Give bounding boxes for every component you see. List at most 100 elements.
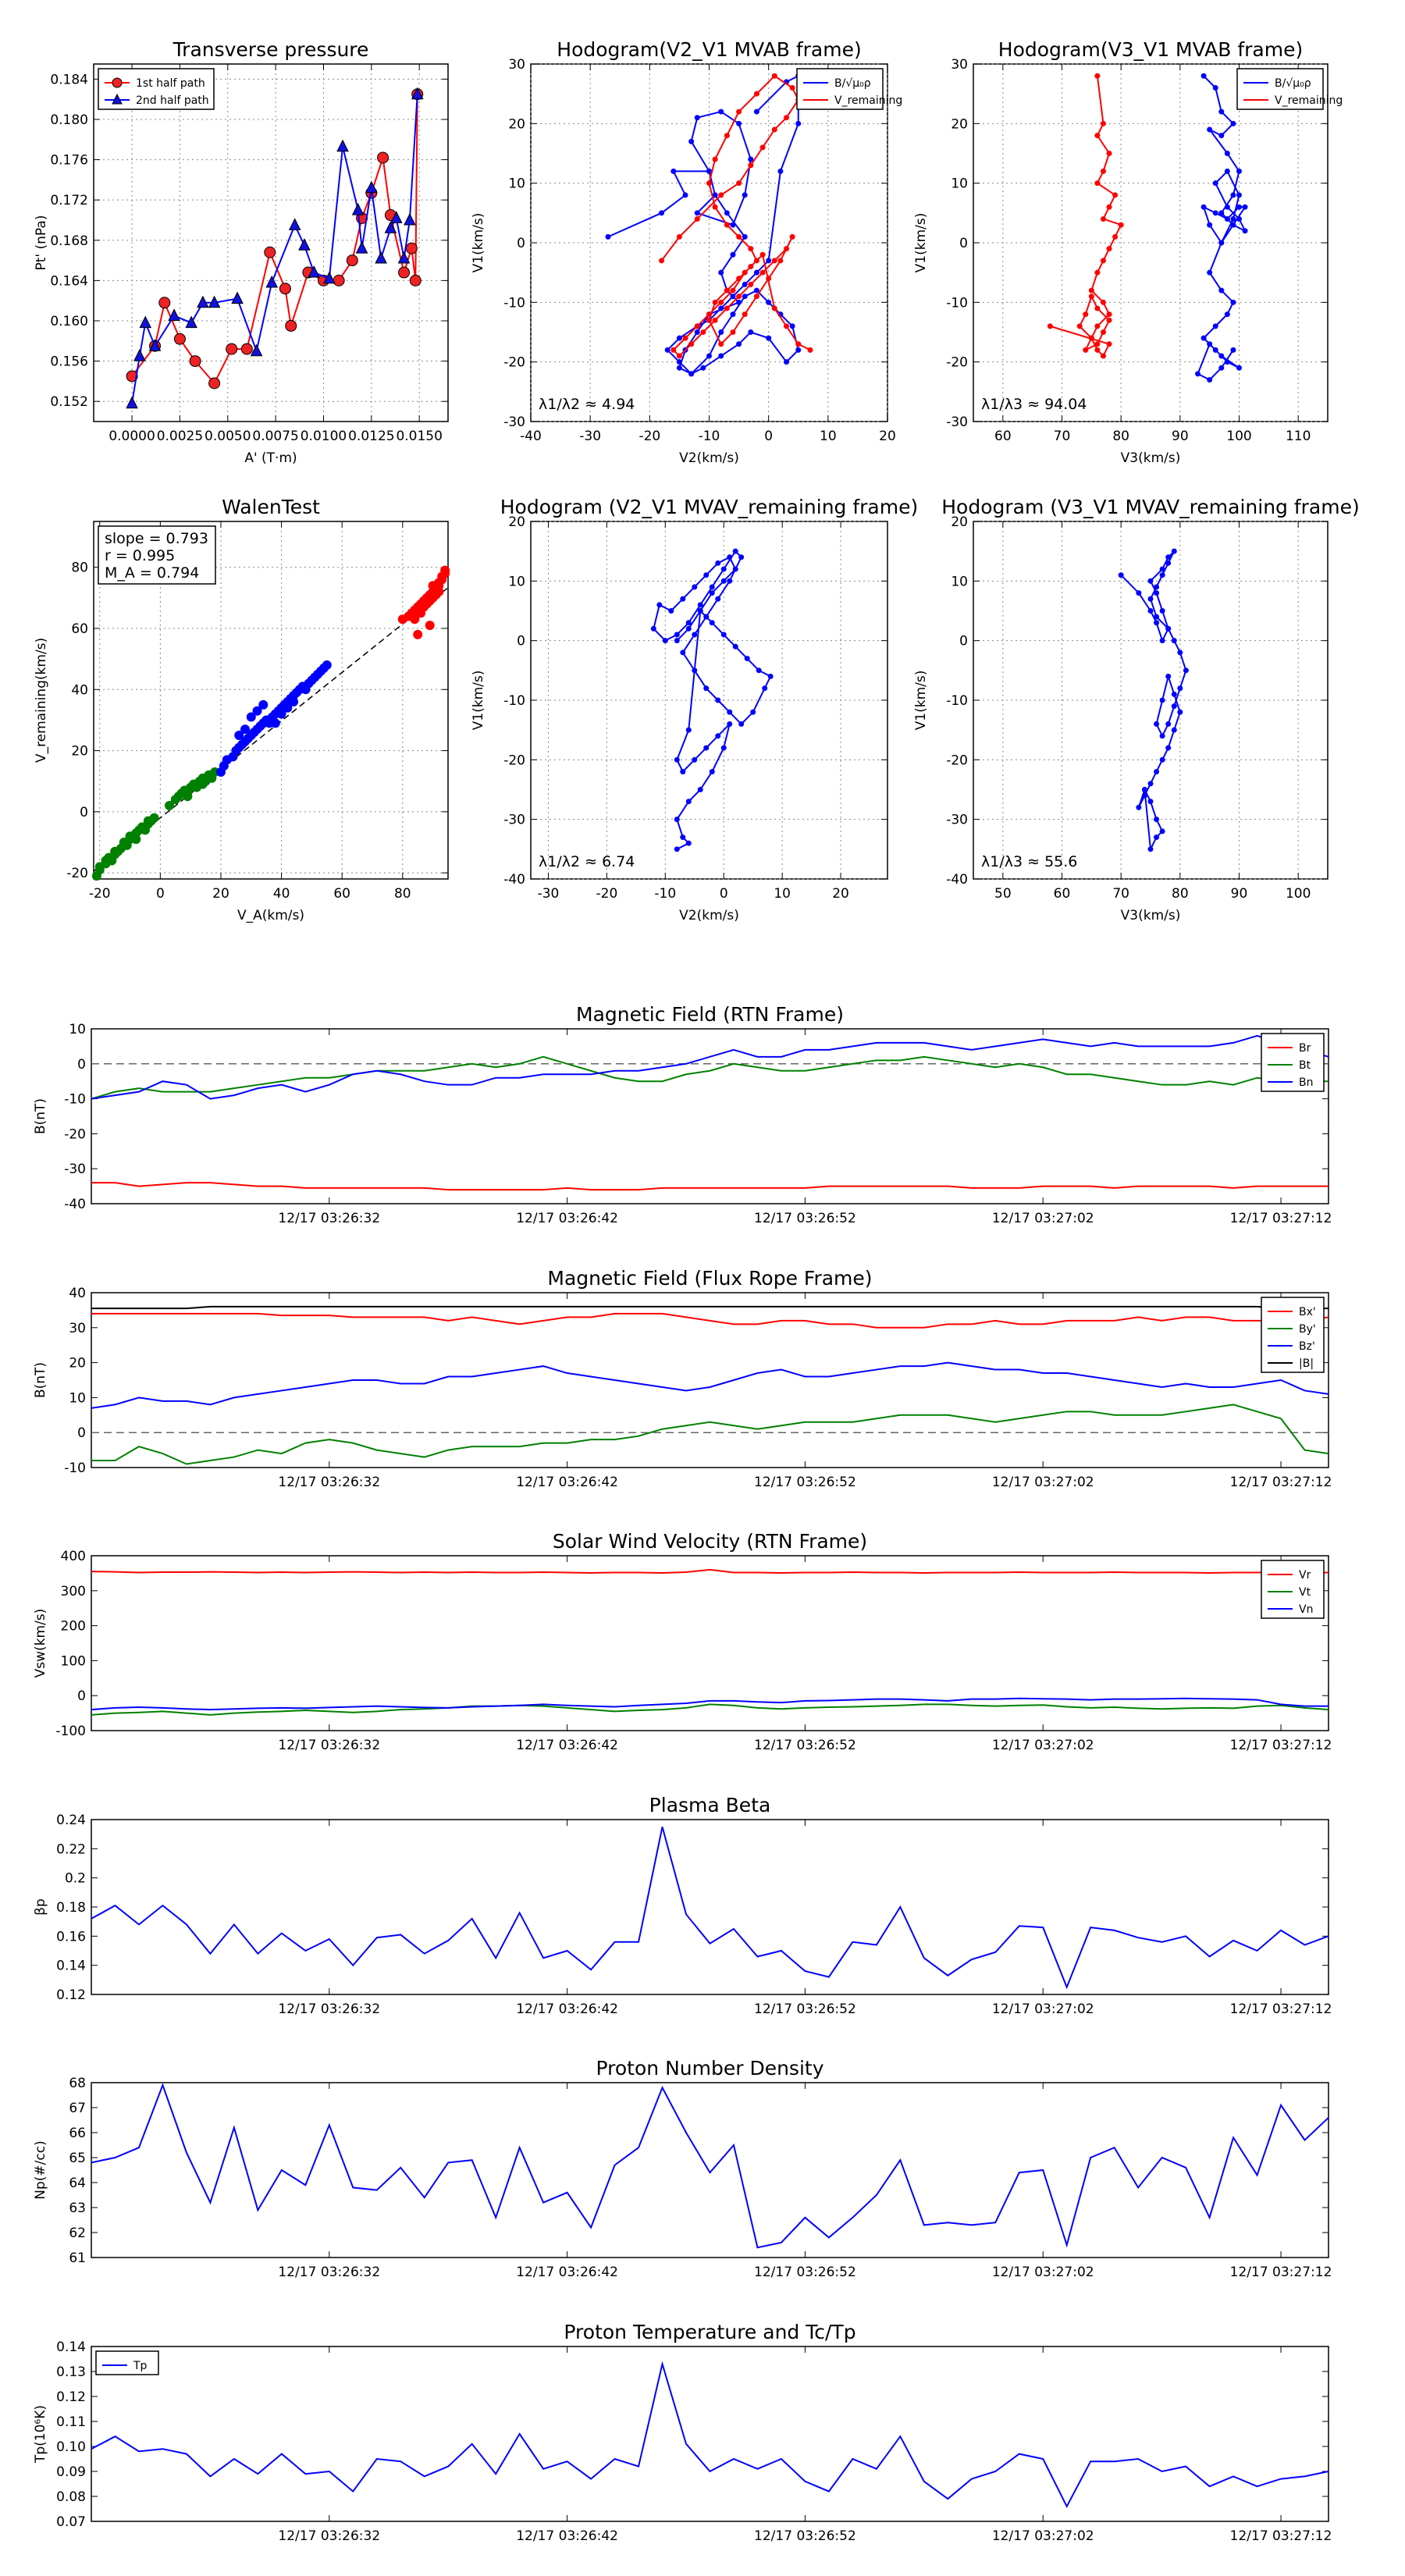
y-tick-label: 0 xyxy=(959,236,968,251)
chart-title: Hodogram(V3_V1 MVAB frame) xyxy=(998,38,1303,61)
y-tick-label: 0.10 xyxy=(56,2439,86,2455)
x-tick-label: 0 xyxy=(764,429,773,444)
data-point xyxy=(724,305,730,311)
x-tick-label: 12/17 03:27:02 xyxy=(992,2528,1094,2544)
plot-frame xyxy=(91,1292,1329,1468)
data-point xyxy=(724,222,730,228)
y-axis-label: Tp(10⁶K) xyxy=(33,2405,48,2464)
data-point xyxy=(1218,240,1225,246)
y-tick-label: 200 xyxy=(61,1619,86,1635)
data-point xyxy=(700,365,706,371)
legend-label: B/√μ₀ρ xyxy=(1275,77,1311,90)
data-point xyxy=(732,643,738,649)
legend-label: By' xyxy=(1299,1323,1316,1336)
x-tick-label: 100 xyxy=(1226,429,1251,444)
y-tick-label: -20 xyxy=(946,355,968,371)
x-tick-label: 10 xyxy=(774,886,791,902)
data-point xyxy=(416,608,426,618)
data-point xyxy=(126,396,138,409)
x-tick-label: 12/17 03:27:12 xyxy=(1230,2528,1332,2544)
data-point xyxy=(405,242,418,254)
chart-tp2: Proton Temperature and Tc/Tp 0.07 0.08 0.09… xyxy=(33,2321,1332,2544)
y-tick-label: 64 xyxy=(69,2176,86,2191)
x-tick-label: 12/17 03:26:42 xyxy=(516,1211,618,1226)
lambda-annotation: λ1/λ3 ≈ 94.04 xyxy=(981,396,1087,413)
y-tick-label: 20 xyxy=(508,116,525,132)
data-point xyxy=(1147,578,1154,584)
x-tick-label: 50 xyxy=(994,886,1012,902)
data-point xyxy=(771,73,777,79)
data-point xyxy=(1147,846,1154,852)
data-point xyxy=(413,629,423,639)
data-point xyxy=(706,317,712,323)
data-point xyxy=(1094,133,1101,139)
series-line xyxy=(91,2361,1329,2508)
data-point xyxy=(807,347,813,353)
data-point xyxy=(718,305,724,311)
data-point xyxy=(168,308,180,322)
chart-title: WalenTest xyxy=(222,496,320,518)
data-point xyxy=(1165,745,1172,751)
data-point xyxy=(276,709,286,719)
data-point xyxy=(736,341,742,347)
chart-title: Magnetic Field (RTN Frame) xyxy=(576,1003,844,1026)
y-tick-label: 62 xyxy=(69,2226,86,2241)
y-tick-label: 0.22 xyxy=(56,1841,86,1857)
data-point xyxy=(694,323,700,329)
data-point xyxy=(670,347,677,353)
legend-label: V_remaining xyxy=(834,94,902,107)
data-point xyxy=(133,349,146,361)
data-point xyxy=(685,620,692,626)
data-point xyxy=(1224,359,1230,365)
data-point xyxy=(753,269,759,276)
data-point xyxy=(1224,215,1230,222)
lambda-annotation: λ1/λ3 ≈ 55.6 xyxy=(981,853,1077,870)
data-point xyxy=(173,333,186,345)
data-point xyxy=(398,266,411,279)
stats-line: M_A = 0.794 xyxy=(105,564,199,582)
data-point xyxy=(110,846,120,856)
x-tick-label: 20 xyxy=(879,429,896,444)
data-point xyxy=(1207,377,1213,383)
data-point xyxy=(1165,560,1172,566)
y-tick-label: 0.2 xyxy=(65,1871,86,1887)
data-point xyxy=(234,731,244,741)
chart-title: Plasma Beta xyxy=(649,1794,771,1816)
data-point xyxy=(730,251,736,258)
legend-label: Br xyxy=(1299,1042,1311,1055)
y-tick-label: 0.18 xyxy=(56,1900,86,1916)
data-point xyxy=(288,218,301,230)
legend-label: V_remaining xyxy=(1275,94,1343,107)
y-tick-label: 20 xyxy=(71,744,88,760)
x-tick-label: 12/17 03:27:12 xyxy=(1230,2001,1332,2017)
chart-np: Proton Number Density 61 62 63 64 65 66 67 68 12/… xyxy=(33,2057,1332,2280)
data-point xyxy=(1230,192,1236,198)
x-axis-label: A' (T·m) xyxy=(244,450,297,466)
data-point xyxy=(724,210,730,216)
data-point xyxy=(700,329,706,335)
data-point xyxy=(736,180,742,187)
data-point xyxy=(1106,341,1112,347)
y-tick-label: 0 xyxy=(517,236,525,251)
series-line xyxy=(91,1312,1329,1329)
data-point xyxy=(753,109,759,115)
data-point xyxy=(766,299,772,305)
data-point xyxy=(1165,625,1172,632)
y-axis-label: B(nT) xyxy=(33,1098,48,1134)
data-point xyxy=(697,608,703,614)
data-point xyxy=(709,590,715,596)
data-point xyxy=(1147,596,1154,602)
data-point xyxy=(1083,347,1089,353)
x-tick-label: 12/17 03:26:32 xyxy=(278,2001,380,2017)
data-point xyxy=(742,269,748,276)
x-tick-label: 12/17 03:26:42 xyxy=(516,2265,618,2280)
data-point xyxy=(706,353,712,359)
data-point xyxy=(264,246,276,258)
y-tick-label: -10 xyxy=(946,295,968,311)
data-point xyxy=(730,222,736,228)
data-point xyxy=(165,801,175,811)
data-point xyxy=(736,276,742,282)
data-point xyxy=(226,343,238,355)
data-point xyxy=(410,614,420,624)
data-point xyxy=(1171,548,1177,554)
